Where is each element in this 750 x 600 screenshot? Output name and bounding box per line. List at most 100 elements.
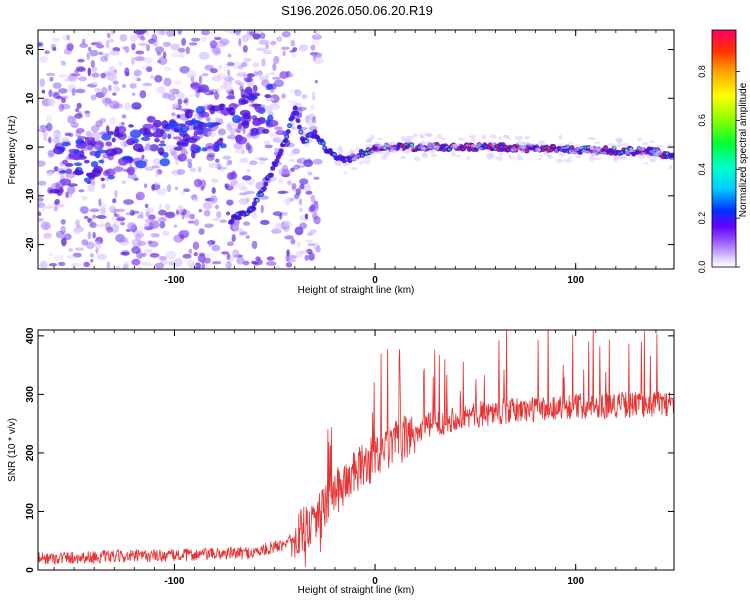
spectrogram-cell [67,115,74,124]
spectrogram-cell [145,31,150,36]
spectrogram-cell [113,87,121,93]
spectrogram-cell [148,220,160,229]
spectrogram-cell [203,209,211,217]
spectrogram-cell [66,255,77,260]
spectrogram-cell [637,146,646,152]
spectrogram-cell [75,142,87,149]
spectrogram-cell [71,88,76,96]
spectrogram-cell [291,148,301,155]
spectrogram-cell [226,159,230,167]
spectrogram-cell [190,82,200,88]
spectrogram-cell [113,220,119,225]
spectrogram-cell [270,165,276,171]
spectrogram-y-label: Frequency (Hz) [7,116,18,185]
spectrogram-cell [106,32,111,39]
spectrogram-cell [68,40,74,44]
spectrogram-cell [224,30,231,33]
spectrogram-cell [362,159,371,165]
spectrogram-cell [281,93,287,99]
spectrogram-cell [186,137,198,144]
spectrogram-cell [205,257,212,263]
spectrogram-cell [87,67,92,77]
spectrogram-cell [72,115,77,125]
spectrogram-cell [168,94,176,101]
spectrogram-cell [75,128,85,134]
spectrogram-cell [430,153,438,157]
spectrogram-cell [128,124,134,128]
spectrogram-cell [185,46,190,55]
spectrogram-cell [227,183,235,188]
spectrogram-cell [173,224,178,228]
spectrogram-y-tick-label: -10 [25,188,36,203]
spectrogram-cell [259,157,269,161]
spectrogram-cell [266,83,274,90]
spectrogram-cell [64,156,71,161]
spectrogram-cell [506,137,512,140]
spectrogram-cell [214,144,220,152]
spectrogram-cell [272,76,281,80]
spectrogram-cell [292,47,298,52]
spectrogram-cell [336,163,342,166]
spectrogram-cell [436,134,443,139]
spectrogram-cell [190,37,201,42]
snr-y-tick-label: 0 [25,567,36,573]
spectrogram-cell [154,46,165,54]
spectrogram-cell [568,156,572,160]
spectrogram-cell [58,261,66,267]
spectrogram-cell [211,105,222,112]
spectrogram-cell [77,58,85,63]
spectrogram-cell [56,203,65,208]
spectrogram-cell [310,204,316,212]
spectrogram-cell [195,106,205,115]
spectrogram-cell [214,91,220,100]
spectrogram-cell [89,208,100,213]
spectrogram-cell [190,81,201,89]
spectrogram-cell [617,142,622,148]
spectrogram-cell [253,70,258,77]
spectrogram-cell [337,148,344,154]
spectrogram-cell [514,135,523,141]
spectrogram-cell [78,76,88,82]
spectrogram-cell [286,130,290,133]
spectrogram-cell [129,34,138,42]
spectrogram-cell [620,143,629,147]
spectrogram-cell [566,144,572,147]
spectrogram-cell [46,170,54,177]
snr-y-tick-label: 200 [25,444,36,461]
spectrogram-cell [113,166,124,173]
spectrogram-cell [478,147,484,152]
spectrogram-cell [83,215,89,220]
spectrogram-cell [313,215,321,225]
spectrogram-cell [284,197,292,206]
spectrogram-cell [198,228,205,235]
spectrogram-cell [226,199,234,206]
spectrogram-cell [231,252,239,259]
spectrogram-cell [649,150,655,154]
spectrogram-cell [46,122,53,132]
spectrogram-cell [299,222,308,230]
spectrogram-cell [39,78,46,88]
spectrogram-cell [182,253,192,259]
spectrogram-cell [73,149,81,155]
spectrogram-cell [242,120,250,129]
spectrogram-cell [525,149,529,153]
spectrogram-cell [74,113,83,119]
spectrogram-cell [112,80,119,85]
spectrogram-cell [196,128,201,136]
spectrogram-cell [259,32,266,39]
spectrogram-cell [193,219,200,226]
spectrogram-cell [272,62,277,72]
spectrogram-cell [285,135,289,138]
spectrogram-cell [291,126,299,131]
spectrogram-cell [151,183,161,191]
spectrogram-cell [250,260,258,265]
spectrogram-cell [638,153,646,159]
spectrogram-cell [79,43,88,48]
spectrogram-cell [377,137,384,140]
spectrogram-cell [178,47,186,53]
spectrogram-cell [197,121,207,130]
spectrogram-cell [145,44,151,52]
spectrogram-cell [649,157,657,163]
spectrogram-cell [93,165,103,174]
spectrogram-cell [285,70,291,78]
